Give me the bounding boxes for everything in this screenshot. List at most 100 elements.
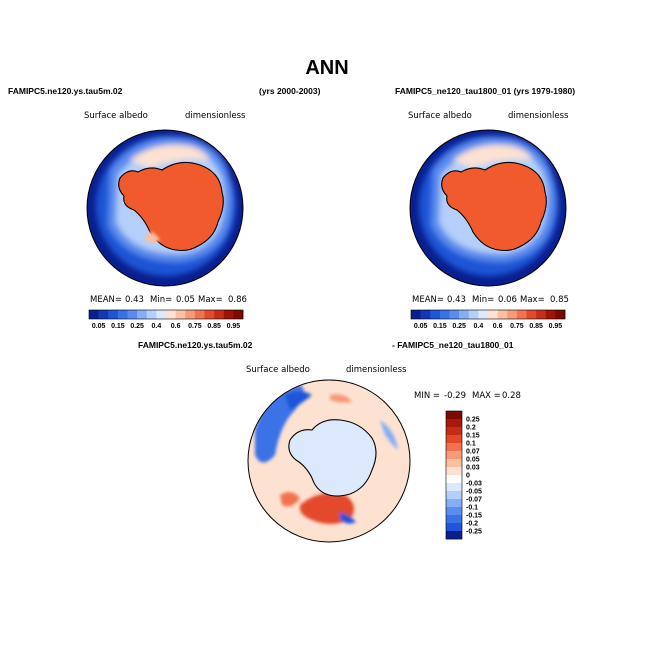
diff-colorbar-box	[446, 499, 462, 508]
right-colorbar-box	[478, 310, 489, 319]
right-colorbar-tick-label: 0.85	[529, 323, 543, 330]
left-colorbar-tick-label: 0.4	[152, 323, 162, 330]
left-colorbar-box	[233, 310, 244, 319]
right-colorbar-tick-label: 0.25	[452, 323, 466, 330]
left-colorbar-box	[204, 310, 215, 319]
left-colorbar-tick-label: 0.85	[207, 323, 221, 330]
diff-map-pos-north	[330, 394, 352, 403]
left-colorbar-box	[166, 310, 176, 319]
right-colorbar-box	[526, 310, 537, 319]
left-max-value: 0.86	[228, 295, 247, 305]
left-colorbar-box	[89, 310, 99, 319]
figure-title: ANN	[305, 57, 349, 79]
left-years-label: (yrs 2000-2003)	[259, 86, 321, 96]
right-colorbar-box	[488, 310, 498, 319]
left-colorbar: 0.05 0.15 0.25 0.4 0.6 0.75 0.85 0.95	[88, 309, 244, 330]
left-colorbar-tick-label: 0.6	[171, 323, 181, 330]
diff-colorbar-box	[446, 507, 462, 516]
diff-colorbar-tick-label: 0.15	[466, 433, 480, 440]
left-colorbar-box	[223, 310, 234, 319]
right-mean-value: 0.43	[447, 295, 466, 305]
diff-colorbar-tick-label: -0.03	[466, 481, 482, 488]
diff-colorbar-tick-label: 0	[466, 473, 470, 480]
diff-colorbar-tick-label: -0.2	[466, 521, 478, 528]
diff-colorbar-tick-label: 0.2	[466, 425, 476, 432]
diff-units-label: dimensionless	[346, 365, 407, 375]
diff-colorbar: 0.250.20.150.10.070.050.030-0.03-0.05-0.…	[445, 410, 482, 540]
left-colorbar-box	[194, 310, 205, 319]
left-map-patch	[146, 232, 160, 243]
left-colorbar-box	[214, 310, 225, 319]
diff-colorbar-box	[446, 435, 462, 444]
right-mean-label: MEAN=	[412, 295, 444, 305]
diff-map-neg-southeast	[340, 512, 356, 524]
right-colorbar-box	[430, 310, 441, 319]
left-max-label: Max=	[198, 295, 223, 305]
diff-colorbar-box	[446, 443, 462, 452]
right-colorbar-tick-label: 0.95	[549, 323, 563, 330]
diff-colorbar-tick-label: -0.07	[466, 497, 482, 504]
diff-colorbar-box	[446, 467, 462, 476]
left-colorbar-box	[185, 310, 196, 319]
right-colorbar-box	[459, 310, 470, 319]
left-mean-value: 0.43	[125, 295, 144, 305]
left-colorbar-box	[137, 310, 148, 319]
diff-map	[248, 380, 410, 542]
diff-colorbar-tick-label: 0.05	[466, 457, 480, 464]
right-colorbar-tick-label: 0.4	[474, 323, 484, 330]
diff-max-label: MAX =	[472, 391, 501, 401]
right-colorbar-box	[468, 310, 479, 319]
right-colorbar-box	[439, 310, 450, 319]
diff-colorbar-tick-label: 0.03	[466, 465, 480, 472]
left-min-label: Min=	[150, 295, 173, 305]
right-colorbar-tick-label: 0.05	[414, 323, 428, 330]
left-colorbar-box	[98, 310, 109, 319]
right-map-border	[409, 129, 567, 287]
left-colorbar-box	[117, 310, 128, 319]
diff-colorbar-tick-label: -0.05	[466, 489, 482, 496]
left-colorbar-box	[175, 310, 186, 319]
left-colorbar-tick-label: 0.15	[111, 323, 125, 330]
diff-map-antarctica	[288, 419, 377, 497]
diff-colorbar-box	[446, 515, 462, 524]
diff-case-b-label: - FAMIPC5_ne120_tau1800_01	[392, 340, 514, 350]
diff-colorbar-tick-label: -0.15	[466, 513, 482, 520]
left-map-border	[86, 129, 244, 287]
diff-min-label: MIN =	[414, 391, 441, 401]
left-colorbar-box	[127, 310, 138, 319]
diff-colorbar-tick-label: 0.1	[466, 441, 476, 448]
right-colorbar-box	[545, 310, 556, 319]
left-colorbar-frame	[88, 309, 244, 320]
diff-colorbar-box	[446, 523, 462, 532]
right-variable-label: Surface albedo	[408, 111, 472, 121]
right-map-antarctica	[441, 161, 547, 252]
right-colorbar-box	[411, 310, 421, 319]
left-colorbar-box	[156, 310, 167, 319]
right-map	[410, 130, 566, 286]
diff-colorbar-box	[446, 451, 462, 460]
right-colorbar-box	[507, 310, 518, 319]
left-variable-label: Surface albedo	[84, 111, 148, 121]
right-colorbar-tick-label: 0.75	[510, 323, 524, 330]
right-colorbar-box	[555, 310, 566, 319]
left-mean-label: MEAN=	[90, 295, 122, 305]
left-colorbar-box	[108, 310, 119, 319]
left-colorbar-tick-label: 0.25	[130, 323, 144, 330]
diff-colorbar-tick-label: -0.25	[466, 529, 482, 536]
left-colorbar-tick-label: 0.95	[227, 323, 241, 330]
diff-colorbar-frame	[445, 410, 463, 540]
right-colorbar-box	[536, 310, 547, 319]
right-colorbar-tick-label: 0.15	[433, 323, 447, 330]
diff-colorbar-box	[446, 419, 462, 428]
left-map-ring-4	[130, 144, 210, 168]
right-map-ring-4	[453, 144, 533, 168]
diff-map-pos-southwest	[280, 492, 300, 507]
right-colorbar-tick-label: 0.6	[493, 323, 503, 330]
diff-colorbar-box	[446, 411, 462, 420]
left-colorbar-box	[146, 310, 157, 319]
diff-colorbar-box	[446, 475, 462, 484]
left-colorbar-tick-label: 0.75	[188, 323, 202, 330]
left-colorbar-tick-label: 0.05	[92, 323, 106, 330]
right-min-value: 0.06	[498, 295, 517, 305]
left-map-antarctica	[118, 161, 224, 252]
